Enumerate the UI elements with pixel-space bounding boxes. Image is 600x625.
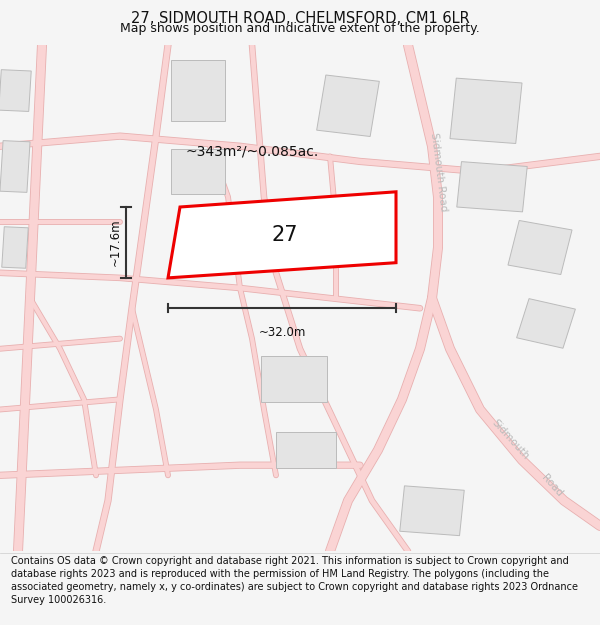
Polygon shape <box>0 141 30 192</box>
Polygon shape <box>317 75 379 136</box>
Text: ~343m²/~0.085ac.: ~343m²/~0.085ac. <box>185 144 319 158</box>
Text: Sidmouth: Sidmouth <box>490 418 530 462</box>
Polygon shape <box>517 299 575 348</box>
Text: Contains OS data © Crown copyright and database right 2021. This information is : Contains OS data © Crown copyright and d… <box>11 556 578 605</box>
Polygon shape <box>168 192 396 278</box>
Polygon shape <box>508 221 572 274</box>
Polygon shape <box>171 60 225 121</box>
Text: ~17.6m: ~17.6m <box>109 219 122 266</box>
Polygon shape <box>171 149 225 194</box>
Text: Sidmouth Road: Sidmouth Road <box>429 131 449 212</box>
Polygon shape <box>400 486 464 536</box>
Polygon shape <box>261 356 327 402</box>
Polygon shape <box>450 78 522 144</box>
Text: 27: 27 <box>272 225 298 245</box>
Polygon shape <box>0 69 31 111</box>
Text: 27, SIDMOUTH ROAD, CHELMSFORD, CM1 6LR: 27, SIDMOUTH ROAD, CHELMSFORD, CM1 6LR <box>131 11 469 26</box>
Text: Map shows position and indicative extent of the property.: Map shows position and indicative extent… <box>120 22 480 35</box>
Text: ~32.0m: ~32.0m <box>259 326 305 339</box>
Text: Road: Road <box>539 472 565 499</box>
Polygon shape <box>457 162 527 212</box>
Polygon shape <box>2 227 28 268</box>
Polygon shape <box>276 432 336 468</box>
